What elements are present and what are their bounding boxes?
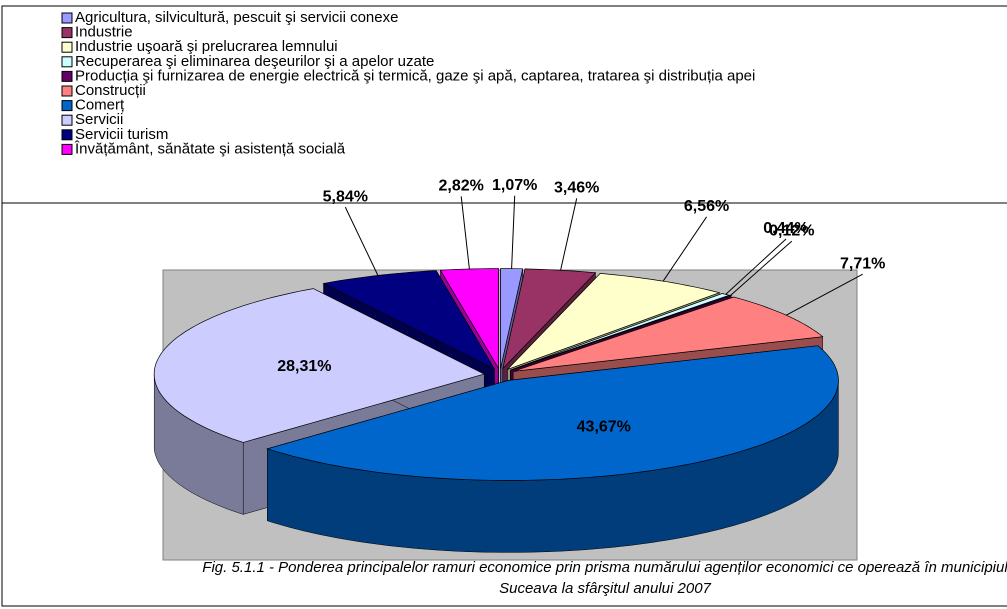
legend-swatch [61,70,73,82]
legend-box [1,5,1007,204]
leader-line [785,273,863,316]
slice [153,288,486,443]
legend-label: Agricultura, silvicultură, pescuit şi se… [75,9,398,26]
slice [502,268,597,370]
legend-swatch [61,100,73,112]
caption: Fig. 5.1.1 - Ponderea principalelor ramu… [202,559,1007,597]
value-label: 5,84% [323,188,368,205]
legend-label: Recuperarea şi eliminarea deşeurilor şi … [75,53,434,70]
leader-line [511,195,516,269]
legend-swatch [61,85,73,97]
value-label: 28,31% [277,358,331,375]
legend-swatch [61,129,73,141]
legend-label: Comerț [75,97,125,114]
legend-label: Servicii turism [75,126,168,143]
leader-line [560,198,578,271]
legend-label: Învățământ, sănătate şi asistență social… [74,140,346,157]
legend-label: Construcții [75,82,146,99]
leader-line [729,240,793,296]
legend-swatch [61,41,73,53]
legend-swatch [61,12,73,24]
leader-line [725,238,787,295]
legend-label: Servicii [75,111,123,128]
leader-line [662,216,708,282]
slice [266,345,839,481]
leader-line [344,206,379,276]
value-label: 0,44% [763,220,808,237]
legend-swatch [61,143,73,155]
value-label: 6,56% [684,198,729,215]
legend-label: Producția şi furnizarea de energie elect… [75,67,755,84]
legend-swatch [61,114,73,126]
value-label: 1,07% [492,177,537,194]
legend-swatch [61,27,73,39]
legend-swatch [61,56,73,68]
slice [322,270,496,370]
value-label: 7,71% [840,255,885,272]
legend-label: Industrie [75,24,133,41]
value-label: 3,46% [554,180,599,197]
value-label: 0,12% [769,222,814,239]
value-label: 2,82% [439,178,484,195]
value-label: 43,67% [577,418,631,435]
legend-label: Industrie uşoară şi prelucrarea lemnului [75,38,338,55]
leader-line [460,196,470,270]
